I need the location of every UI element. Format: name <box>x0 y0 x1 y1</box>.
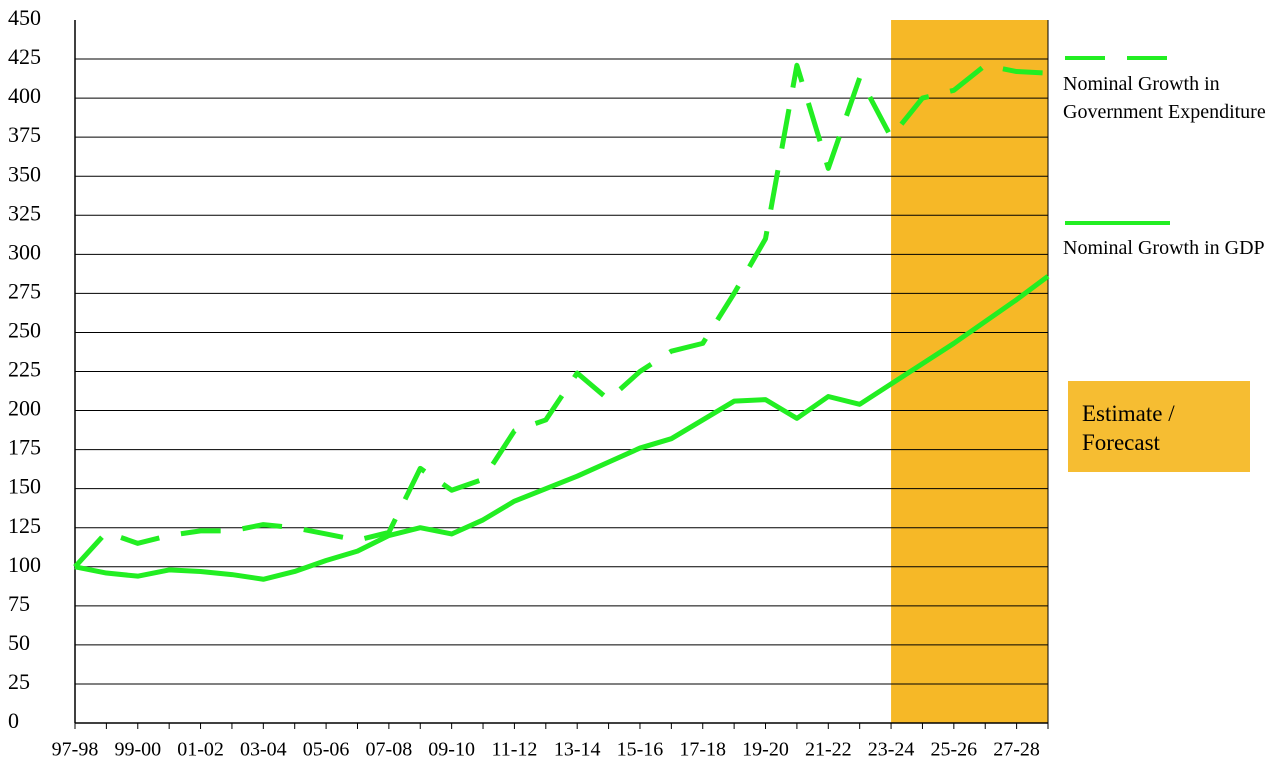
x-tick-label: 07-08 <box>366 739 413 761</box>
y-tick-label: 425 <box>8 44 41 69</box>
y-tick-label: 175 <box>8 435 41 460</box>
y-tick-label: 125 <box>8 513 41 538</box>
x-tick-label: 11-12 <box>491 739 537 761</box>
y-tick-label: 375 <box>8 122 41 147</box>
y-tick-label: 100 <box>8 552 41 577</box>
y-tick-label: 275 <box>8 278 41 303</box>
x-tick-label: 99-00 <box>114 739 161 761</box>
series-line <box>73 62 1049 569</box>
y-tick-label: 300 <box>8 239 41 264</box>
y-tick-label: 200 <box>8 396 41 421</box>
legend-label: Nominal Growth in GDP <box>1063 237 1265 259</box>
x-tick-label: 23-24 <box>868 739 915 761</box>
x-tick-label: 21-22 <box>805 739 852 761</box>
x-tick-label: 27-28 <box>993 739 1040 761</box>
legend-label: Nominal Growth in Government Expenditure <box>1063 73 1266 123</box>
y-tick-label: 50 <box>8 630 30 655</box>
x-tick-label: 17-18 <box>679 739 726 761</box>
y-tick-label: 225 <box>8 357 41 382</box>
y-tick-label: 250 <box>8 317 41 342</box>
y-tick-label: 350 <box>8 161 41 186</box>
y-tick-label: 150 <box>8 474 41 499</box>
y-tick-label: 400 <box>8 83 41 108</box>
y-tick-label: 25 <box>8 669 30 694</box>
x-tick-label: 05-06 <box>303 739 350 761</box>
y-tick-label: 75 <box>8 591 30 616</box>
x-tick-label: 19-20 <box>742 739 789 761</box>
x-tick-label: 25-26 <box>931 739 978 761</box>
x-tick-label: 03-04 <box>240 739 287 761</box>
x-tick-label: 01-02 <box>177 739 224 761</box>
x-tick-label: 13-14 <box>554 739 601 761</box>
y-tick-label: 450 <box>8 5 41 30</box>
x-tick-label: 09-10 <box>428 739 475 761</box>
y-tick-label: 325 <box>8 200 41 225</box>
x-tick-label: 97-98 <box>52 739 99 761</box>
x-tick-label: 15-16 <box>617 739 664 761</box>
series-line <box>74 274 1050 582</box>
y-tick-label: 0 <box>8 708 19 733</box>
annotation: Estimate / Forecast <box>1068 381 1250 472</box>
